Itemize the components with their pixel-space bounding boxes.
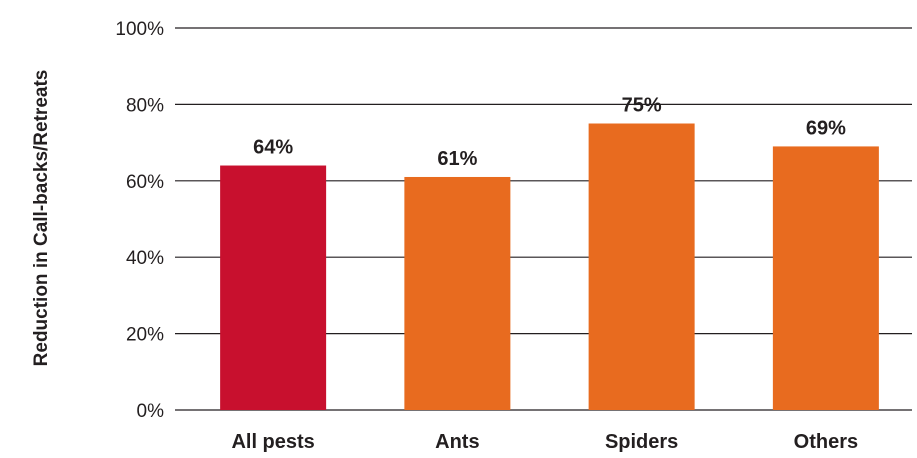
value-label: 61%: [437, 148, 477, 170]
y-axis-title: Reduction in Call-backs/Retreats: [31, 70, 52, 367]
bars: [220, 123, 879, 411]
bar-others: [772, 146, 879, 411]
y-tick-label: 40%: [126, 248, 164, 269]
y-tick-label: 100%: [115, 19, 164, 40]
bar-ants: [404, 176, 511, 410]
bar-all-pests: [220, 165, 327, 410]
y-axis-ticks: 0% 20% 40% 60% 80% 100%: [115, 19, 164, 422]
bar-spiders: [588, 123, 695, 410]
value-label: 64%: [253, 137, 293, 159]
value-label: 69%: [806, 117, 846, 139]
y-tick-label: 20%: [126, 325, 164, 346]
x-category-label: All pests: [231, 431, 314, 453]
y-tick-label: 80%: [126, 95, 164, 116]
x-axis-categories: All pests Ants Spiders Others: [231, 431, 858, 453]
y-tick-label: 0%: [137, 401, 165, 422]
value-label: 75%: [622, 95, 662, 117]
x-category-label: Ants: [435, 431, 479, 453]
y-tick-label: 60%: [126, 172, 164, 193]
value-labels: 64% 61% 75% 69%: [253, 95, 846, 170]
x-category-label: Others: [794, 431, 858, 453]
x-category-label: Spiders: [605, 431, 678, 453]
